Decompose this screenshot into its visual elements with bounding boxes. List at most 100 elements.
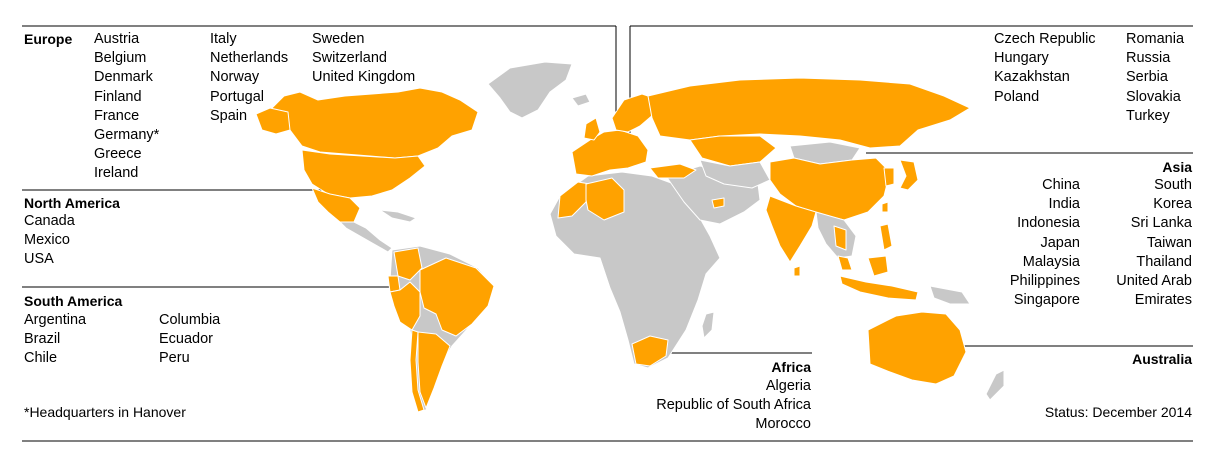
madagascar-shape (701, 311, 715, 339)
australia-title: Australia (1132, 351, 1192, 367)
india-shape (765, 195, 817, 263)
country-label: Portugal (210, 88, 265, 105)
country-label: Taiwan (1146, 234, 1192, 251)
country-label: Czech Republic (994, 31, 1096, 47)
korea-shape (883, 167, 895, 187)
south-america-countries-col-2: Columbia Ecuador Peru (159, 311, 220, 369)
africa-title: Africa (771, 359, 811, 375)
europe-countries-col-5: Romania Russia Serbia Slovakia Turkey (1126, 30, 1184, 126)
north-america-title: North America (24, 195, 120, 211)
country-label: Canada (24, 213, 75, 229)
country-label: Peru (159, 350, 190, 367)
country-label: South (1154, 177, 1192, 193)
turkey-shape (649, 163, 697, 179)
country-label: Japan (1040, 234, 1080, 251)
sri-lanka-shape (793, 265, 801, 277)
country-label: Belgium (94, 50, 147, 67)
iceland-shape (571, 93, 591, 107)
south-america-title: South America (24, 293, 123, 309)
country-label: India (1048, 196, 1080, 213)
alaska-shape (255, 107, 291, 135)
country-label: Romania (1126, 31, 1185, 47)
brazil-shape (419, 257, 495, 337)
uae-shape (711, 197, 725, 209)
country-label: Turkey (1126, 107, 1170, 124)
country-label: Emirates (1134, 292, 1192, 309)
canada-shape (269, 87, 479, 159)
country-label: Republic of South Africa (656, 397, 811, 414)
japan-shape (899, 159, 919, 191)
malaysia-shape (837, 255, 853, 271)
country-label: Malaysia (1022, 253, 1080, 270)
country-label: Slovakia (1126, 88, 1181, 105)
footnote: *Headquarters in Hanover (24, 404, 186, 420)
country-label: Spain (210, 107, 248, 124)
country-label: Ecuador (159, 331, 214, 348)
kazakhstan-shape (689, 135, 777, 167)
central-america-shape (339, 221, 393, 253)
country-label: Algeria (765, 378, 811, 394)
thailand-shape (833, 225, 847, 251)
country-label: Serbia (1126, 69, 1168, 86)
country-label: Mexico (24, 232, 70, 249)
borneo-shape (867, 255, 889, 277)
uk-ireland-shape (583, 117, 601, 141)
country-label: Korea (1153, 196, 1192, 213)
usa-shape (301, 149, 426, 199)
chile-shape (409, 329, 425, 413)
africa-base-shape (549, 171, 721, 369)
taiwan-shape (881, 201, 889, 213)
argentina-shape (417, 331, 451, 409)
china-shape (769, 157, 891, 221)
country-label: Thailand (1136, 253, 1192, 270)
africa-countries: Algeria Republic of South Africa Morocco (656, 377, 811, 435)
country-label: United Arab (1116, 272, 1192, 289)
country-label: Sweden (312, 31, 365, 47)
south-africa-shape (631, 335, 669, 367)
country-label: USA (24, 251, 54, 268)
country-label: China (1042, 177, 1080, 193)
country-label: Morocco (755, 416, 811, 433)
australia-shape (867, 311, 967, 385)
algeria-shape (585, 177, 625, 221)
europe-countries-col-1: Austria Belgium Denmark Finland France G… (94, 30, 159, 184)
ecuador-shape (387, 275, 401, 293)
country-label: Columbia (159, 312, 221, 328)
asia-countries-col-1: China India Indonesia Japan Malaysia Phi… (1010, 176, 1080, 310)
central-asia-shape (699, 159, 771, 189)
country-label: United Kingdom (312, 69, 416, 86)
russia-shape (647, 77, 971, 149)
country-label: Hungary (994, 50, 1049, 67)
peru-shape (389, 281, 421, 331)
new-guinea-shape (929, 285, 971, 305)
country-label: Kazakhstan (994, 69, 1070, 86)
country-label: Greece (94, 146, 142, 163)
country-label: Argentina (24, 312, 87, 328)
caribbean-shape (379, 209, 417, 223)
western-europe-shape (571, 129, 649, 177)
country-label: Russia (1126, 50, 1171, 67)
north-america-countries: Canada Mexico USA (24, 212, 75, 270)
country-label: Germany* (94, 126, 160, 143)
country-label: Poland (994, 88, 1040, 105)
greenland-shape (487, 61, 573, 119)
europe-countries-col-2: Italy Netherlands Norway Portugal Spain (210, 30, 288, 126)
country-label: Denmark (94, 69, 153, 86)
country-label: Brazil (24, 331, 61, 348)
country-label: Austria (94, 31, 140, 47)
country-label: Switzerland (312, 50, 387, 67)
new-zealand-shape (985, 369, 1005, 401)
country-label: Italy (210, 31, 237, 47)
country-label: Netherlands (210, 50, 289, 67)
colombia-shape (393, 247, 423, 281)
south-america-countries-col-1: Argentina Brazil Chile (24, 311, 86, 369)
asia-title: Asia (1162, 159, 1192, 175)
country-label: Sri Lanka (1130, 215, 1192, 232)
country-label: France (94, 107, 140, 124)
indonesia-shape (839, 275, 919, 301)
country-label: Finland (94, 88, 142, 105)
country-label: Singapore (1013, 292, 1080, 309)
country-label: Ireland (94, 165, 139, 182)
europe-title: Europe (24, 31, 73, 47)
